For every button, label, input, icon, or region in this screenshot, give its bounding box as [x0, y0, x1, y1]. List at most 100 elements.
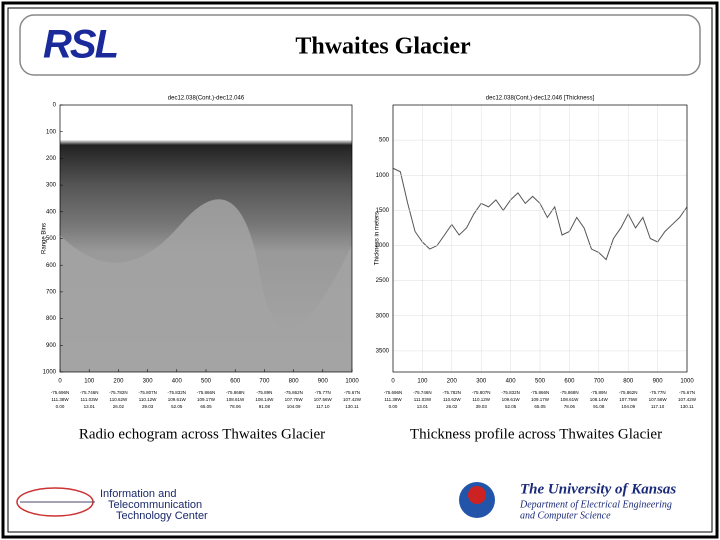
caption: Radio echogram across Thwaites Glacier — [79, 426, 325, 442]
x-tick-detail: 65.05 — [534, 404, 546, 409]
x-tick-detail: 111.38W — [51, 397, 69, 402]
y-tick-label: 0 — [53, 103, 57, 109]
x-tick-detail: -75.746N — [80, 390, 99, 395]
x-tick-detail: 109.61W — [168, 397, 187, 402]
x-tick-detail: 107.75W — [285, 397, 304, 402]
footer-text: Information and — [100, 488, 176, 500]
x-tick-detail: -75.77N — [650, 390, 666, 395]
x-tick-detail: 111.03W — [81, 397, 99, 402]
x-tick-detail: 110.62W — [110, 397, 128, 402]
x-tick-detail: 78.06 — [230, 404, 242, 409]
x-tick-detail: 110.12W — [472, 397, 490, 402]
x-tick-label: 1000 — [680, 379, 694, 385]
y-tick-label: 900 — [46, 343, 57, 349]
footer: Information and Telecommunication Techno… — [16, 481, 676, 522]
logo: RSL — [43, 23, 118, 67]
y-tick-label: 3000 — [376, 313, 390, 319]
chart-title: dec12.038(Cont.)-dec12.046 — [168, 96, 245, 102]
x-tick-detail: 91.08 — [593, 404, 605, 409]
x-tick-label: 700 — [594, 379, 605, 385]
x-tick-detail: 39.03 — [142, 404, 154, 409]
y-tick-label: 300 — [46, 183, 57, 189]
footer-text: Technology Center — [116, 510, 208, 522]
y-tick-label: 800 — [46, 316, 57, 322]
x-tick-detail: -75.832N — [168, 390, 187, 395]
y-tick-label: 100 — [46, 129, 57, 135]
y-tick-label: 500 — [379, 138, 390, 144]
x-tick-detail: 117.10 — [651, 404, 665, 409]
x-tick-detail: -75.868N — [560, 390, 579, 395]
x-tick-detail: -75.782N — [443, 390, 462, 395]
title: Thwaites Glacier — [295, 34, 471, 60]
x-tick-detail: 91.08 — [259, 404, 271, 409]
axes-frame — [59, 104, 353, 373]
x-tick-detail: -75.696N — [384, 390, 403, 395]
x-tick-detail: -75.807N — [472, 390, 491, 395]
x-tick-detail: 65.05 — [200, 404, 212, 409]
footer-text: Telecommunication — [108, 499, 202, 511]
x-tick-detail: 26.02 — [446, 404, 458, 409]
x-tick-detail: 107.42W — [678, 397, 697, 402]
x-tick-label: 1000 — [345, 379, 359, 385]
x-tick-detail: 130.11 — [680, 404, 694, 409]
x-tick-label: 500 — [535, 379, 546, 385]
jayhawk-head — [468, 486, 486, 504]
x-tick-detail: 108.14W — [255, 397, 274, 402]
y-axis-label: Thickness in meters — [375, 212, 381, 265]
x-tick-detail: -75.67N — [679, 390, 695, 395]
y-tick-label: 500 — [46, 236, 57, 242]
x-tick-detail: -75.89N — [591, 390, 607, 395]
x-tick-detail: -75.89N — [256, 390, 272, 395]
x-tick-detail: 109.17W — [197, 397, 216, 402]
x-tick-label: 900 — [653, 379, 664, 385]
department: Department of Electrical Engineering — [519, 499, 672, 510]
x-tick-label: 600 — [564, 379, 575, 385]
x-tick-label: 100 — [417, 379, 428, 385]
x-tick-detail: -75.77N — [315, 390, 331, 395]
x-tick-detail: -75.866N — [197, 390, 216, 395]
x-tick-label: 100 — [84, 379, 95, 385]
echogram-bed — [60, 199, 352, 372]
x-tick-label: 400 — [172, 379, 183, 385]
x-tick-detail: -75.832N — [501, 390, 520, 395]
axes-frame — [392, 104, 688, 373]
x-tick-detail: 104.09 — [621, 404, 635, 409]
chart-title: dec12.038(Cont.)-dec12.046 [Thickness] — [486, 96, 595, 102]
y-tick-label: 400 — [46, 209, 57, 215]
y-tick-label: 2500 — [376, 278, 390, 284]
x-tick-detail: -75.862N — [284, 390, 303, 395]
x-tick-detail: 130.11 — [345, 404, 359, 409]
x-tick-detail: 0.00 — [389, 404, 398, 409]
x-tick-detail: 13.01 — [84, 404, 96, 409]
x-tick-detail: -75.862N — [619, 390, 638, 395]
x-tick-label: 800 — [623, 379, 634, 385]
y-tick-label: 600 — [46, 263, 57, 269]
y-tick-label: 1500 — [376, 208, 390, 214]
x-tick-detail: 117.10 — [316, 404, 330, 409]
x-tick-label: 800 — [289, 379, 300, 385]
x-tick-label: 0 — [58, 379, 62, 385]
y-tick-label: 2000 — [376, 243, 390, 249]
x-tick-detail: 109.61W — [502, 397, 521, 402]
y-tick-label: 1000 — [43, 370, 57, 376]
y-axis-label: Range Bins — [42, 223, 48, 254]
x-tick-label: 200 — [113, 379, 124, 385]
x-tick-detail: 111.38W — [384, 397, 402, 402]
x-tick-label: 300 — [476, 379, 487, 385]
x-tick-label: 600 — [230, 379, 241, 385]
y-tick-label: 700 — [46, 289, 57, 295]
department: and Computer Science — [520, 510, 611, 521]
x-tick-detail: -75.67N — [344, 390, 360, 395]
x-tick-detail: 107.56W — [649, 397, 668, 402]
x-tick-detail: 108.14W — [590, 397, 609, 402]
x-tick-detail: -75.807N — [138, 390, 157, 395]
x-tick-label: 500 — [201, 379, 212, 385]
x-tick-detail: 109.17W — [531, 397, 550, 402]
y-tick-label: 3500 — [376, 348, 390, 354]
caption: Thickness profile across Thwaites Glacie… — [410, 426, 662, 442]
x-tick-label: 300 — [143, 379, 154, 385]
y-tick-label: 200 — [46, 156, 57, 162]
